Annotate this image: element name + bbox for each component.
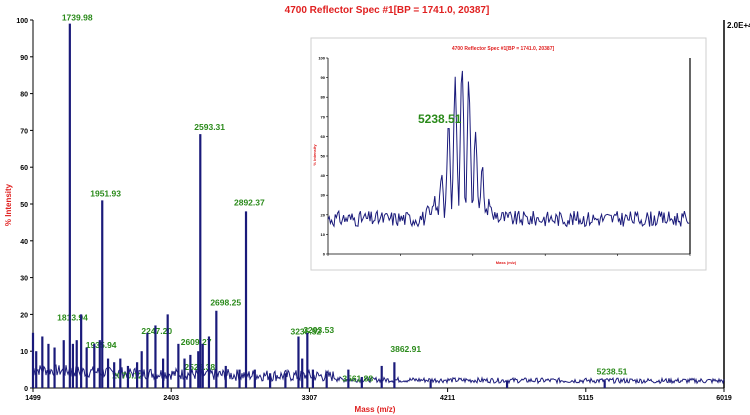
max-intensity-label: 2.0E+4: [727, 21, 750, 30]
peak-label: 5238.51: [597, 367, 628, 377]
inset-y-tick-label: 30: [321, 193, 326, 198]
peak-label: 3862.91: [390, 344, 421, 354]
chart-title: 4700 Reflector Spec #1[BP = 1741.0, 2038…: [285, 5, 490, 16]
x-tick-label: 4211: [440, 395, 455, 402]
peak-label: 2609.27: [181, 337, 212, 347]
inset-y-tick-label: 0: [323, 252, 326, 257]
peak-label: 2892.37: [234, 197, 265, 207]
y-tick-label: 20: [20, 312, 28, 319]
x-axis-label: Mass (m/z): [355, 405, 396, 414]
y-ticks: 0 10 20 30 40 50 60 70 80 90 100: [16, 18, 33, 393]
inset-background: [310, 37, 707, 271]
inset-y-tick-label: 100: [318, 56, 325, 61]
inset-x-ticks: [327, 254, 691, 256]
y-tick-label: 30: [20, 276, 28, 283]
inset-title: 4700 Reflector Spec #1[BP = 1741.0, 2038…: [452, 46, 555, 52]
y-tick-label: 100: [16, 18, 28, 25]
inset-y-tick-label: 90: [321, 75, 326, 80]
inset-peak-annotation: 5238.51: [418, 112, 462, 126]
inset-chart: 4700 Reflector Spec #1[BP = 1741.0, 2038…: [310, 37, 707, 271]
inset-x-axis-label: Mass (m/z): [496, 260, 517, 265]
peak-label: 1951.93: [90, 188, 121, 198]
x-tick-label: 3307: [302, 395, 318, 402]
peak-label: 2247.20: [141, 326, 172, 336]
y-axis-label: % Intensity: [4, 183, 13, 226]
y-tick-label: 80: [20, 92, 28, 99]
y-tick-label: 0: [24, 386, 28, 393]
inset-y-tick-label: 50: [321, 154, 326, 159]
inset-y-tick-label: 40: [321, 173, 326, 178]
inset-y-tick-label: 10: [321, 232, 326, 237]
inset-y-axis-label: % Intensity: [312, 144, 317, 166]
inset-y-tick-label: 20: [321, 212, 326, 217]
inset-y-tick-label: 60: [321, 134, 326, 139]
inset-y-ticks: 0 10 20 30 40 50 60 70 80 90 100: [318, 56, 328, 257]
y-tick-label: 90: [20, 55, 28, 62]
y-tick-label: 70: [20, 128, 28, 135]
peak-label: 1739.98: [62, 13, 93, 23]
y-tick-label: 10: [20, 349, 28, 356]
peak-label: 1813.94: [57, 312, 88, 322]
inset-y-tick-label: 70: [321, 114, 326, 119]
x-tick-label: 6019: [716, 395, 732, 402]
y-tick-label: 50: [20, 202, 28, 209]
x-tick-label: 1499: [25, 395, 41, 402]
peak-label: 2698.25: [210, 298, 241, 308]
peak-label: 3235.52: [290, 326, 321, 336]
x-tick-label: 5115: [578, 395, 593, 402]
inset-spectrum-series: [327, 70, 690, 228]
y-tick-label: 60: [20, 165, 28, 172]
peak-label: 2593.31: [194, 122, 225, 132]
inset-y-tick-label: 80: [321, 95, 326, 100]
x-tick-label: 2403: [163, 395, 179, 402]
peak-label: 3293.53: [303, 325, 334, 335]
peak-label: 3561.88: [342, 374, 373, 384]
x-ticks: 1499 2403 3307 4211 5115 6019: [25, 388, 732, 402]
y-tick-label: 40: [20, 239, 28, 246]
